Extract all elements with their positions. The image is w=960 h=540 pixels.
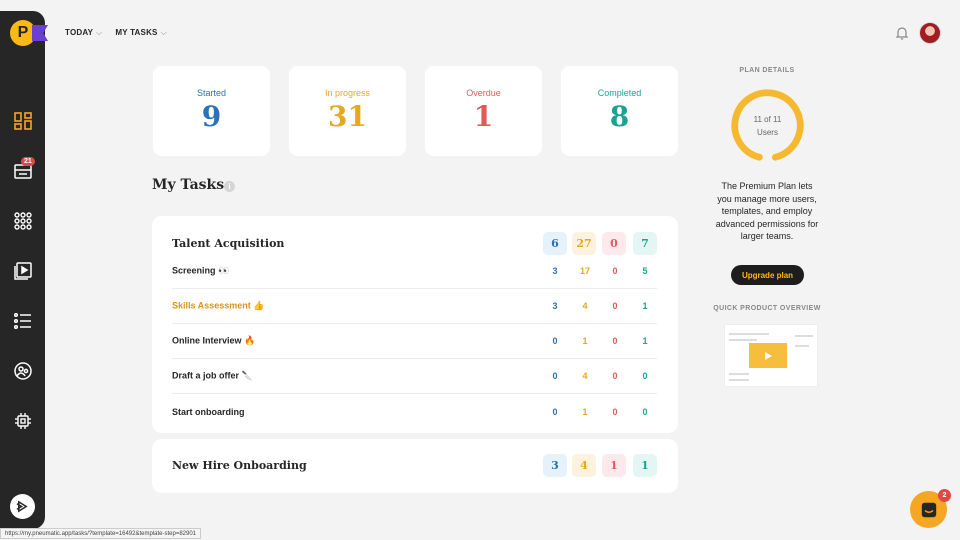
step-completed-count[interactable]: 1	[642, 336, 648, 346]
users-label-line: Users	[757, 128, 778, 137]
stat-in-progress-value: 31	[328, 100, 367, 133]
task-step-row[interactable]: Start onboarding 0 1 0 0	[172, 394, 657, 429]
integrations-chip-icon[interactable]	[13, 411, 32, 430]
stat-overdue-card[interactable]: Overdue 1	[425, 66, 542, 156]
step-started-count[interactable]: 3	[552, 266, 558, 276]
template-title[interactable]: New Hire Onboarding	[172, 459, 307, 472]
users-progress-ring	[731, 89, 804, 162]
template-card-new-hire-onboarding[interactable]: New Hire Onboarding 3 4 1 1	[152, 439, 678, 493]
nav-my-tasks-label: MY TASKS	[115, 28, 158, 37]
template-card-talent-acquisition: Talent Acquisition 6 27 0 7 Screening 👀 …	[152, 216, 678, 433]
top-navigation: TODAY ⌵ MY TASKS ⌵	[65, 28, 167, 38]
total-started-pill[interactable]: 3	[543, 454, 567, 477]
sidebar: P 21	[0, 11, 48, 529]
product-overview-video[interactable]	[724, 324, 818, 387]
step-in-progress-count[interactable]: 17	[579, 266, 590, 276]
step-name: Online Interview 🔥	[172, 335, 256, 346]
task-step-row[interactable]: Skills Assessment 👍 3 4 0 1	[172, 289, 657, 324]
stat-completed-label: Completed	[597, 88, 642, 98]
step-in-progress-count[interactable]: 4	[582, 371, 588, 381]
step-completed-count[interactable]: 0	[642, 371, 648, 381]
plan-details-label: PLAN DETAILS	[739, 67, 795, 74]
step-overdue-count[interactable]: 0	[612, 301, 618, 311]
step-name: Draft a job offer 🔪	[172, 370, 253, 381]
nav-today-label: TODAY	[65, 28, 94, 37]
stat-completed-value: 8	[609, 100, 630, 133]
total-overdue-pill[interactable]: 0	[602, 232, 626, 255]
templates-list-icon[interactable]	[13, 311, 32, 330]
quick-overview-label: QUICK PRODUCT OVERVIEW	[713, 305, 821, 312]
play-icon[interactable]	[749, 343, 787, 368]
info-icon[interactable]: i	[224, 181, 235, 192]
task-step-row[interactable]: Draft a job offer 🔪 0 4 0 0	[172, 359, 657, 394]
logo-ribbon-icon	[32, 25, 48, 41]
nav-today[interactable]: TODAY ⌵	[65, 28, 102, 38]
step-in-progress-count[interactable]: 1	[582, 336, 588, 346]
bell-icon[interactable]	[895, 26, 909, 40]
nav-my-tasks[interactable]: MY TASKS ⌵	[115, 28, 166, 38]
launch-arrow-icon	[16, 500, 28, 513]
total-started-pill[interactable]: 6	[543, 232, 567, 255]
stat-in-progress-label: In progress	[324, 88, 371, 98]
step-name: Start onboarding	[172, 406, 245, 417]
step-overdue-count[interactable]: 0	[612, 406, 618, 417]
stat-in-progress-card[interactable]: In progress 31	[289, 66, 406, 156]
tasks-count-badge: 21	[21, 157, 35, 166]
chevron-down-icon: ⌵	[160, 28, 167, 37]
stat-started-label: Started	[196, 88, 227, 98]
step-overdue-count[interactable]: 0	[612, 371, 618, 381]
stat-completed-card[interactable]: Completed 8	[561, 66, 678, 156]
stat-overdue-label: Overdue	[466, 88, 501, 98]
dashboard-icon[interactable]	[13, 111, 32, 130]
launch-workflow-button[interactable]	[10, 494, 35, 519]
my-tasks-title: My Tasks	[152, 177, 225, 193]
step-in-progress-count[interactable]: 4	[582, 301, 588, 311]
total-completed-pill[interactable]: 1	[633, 454, 657, 477]
chat-unread-badge: 2	[938, 489, 951, 502]
browser-status-url: https://my.pneumatic.app/tasks/?template…	[0, 528, 202, 539]
task-step-row[interactable]: Screening 👀 3 17 0 5	[172, 254, 657, 289]
chevron-down-icon: ⌵	[96, 28, 103, 37]
total-in-progress-pill[interactable]: 27	[572, 232, 596, 255]
stat-overdue-value: 1	[473, 100, 494, 133]
step-in-progress-count[interactable]: 1	[582, 406, 588, 417]
video-library-icon[interactable]	[13, 261, 32, 280]
task-step-row[interactable]: Online Interview 🔥 0 1 0 1	[172, 324, 657, 359]
pneumatic-logo[interactable]: P	[10, 20, 36, 46]
step-completed-count[interactable]: 1	[642, 301, 648, 311]
step-overdue-count[interactable]: 0	[612, 266, 618, 276]
total-completed-pill[interactable]: 7	[633, 232, 657, 255]
step-completed-count[interactable]: 5	[642, 266, 648, 276]
users-count-text: 11 of 11 Users	[729, 113, 806, 139]
stat-started-card[interactable]: Started 9	[153, 66, 270, 156]
upgrade-plan-button[interactable]: Upgrade plan	[731, 265, 804, 285]
step-started-count[interactable]: 0	[552, 371, 558, 381]
step-started-count[interactable]: 0	[552, 406, 558, 417]
users-count-line: 11 of 11	[753, 115, 782, 124]
chat-launcher-button[interactable]	[910, 491, 947, 528]
plan-description: The Premium Plan lets you manage more us…	[715, 181, 819, 241]
stat-started-value: 9	[201, 100, 222, 133]
step-started-count[interactable]: 3	[552, 301, 558, 311]
step-name: Screening 👀	[172, 265, 230, 276]
total-overdue-pill[interactable]: 1	[602, 454, 626, 477]
user-avatar[interactable]	[919, 22, 941, 44]
chat-icon	[921, 502, 936, 517]
step-name: Skills Assessment 👍	[172, 300, 265, 311]
step-started-count[interactable]: 0	[552, 336, 558, 346]
workflows-grid-icon[interactable]	[13, 211, 32, 230]
total-in-progress-pill[interactable]: 4	[572, 454, 596, 477]
step-overdue-count[interactable]: 0	[612, 336, 618, 346]
template-title[interactable]: Talent Acquisition	[172, 237, 285, 250]
team-icon[interactable]	[13, 361, 32, 380]
step-completed-count[interactable]: 0	[642, 406, 648, 417]
